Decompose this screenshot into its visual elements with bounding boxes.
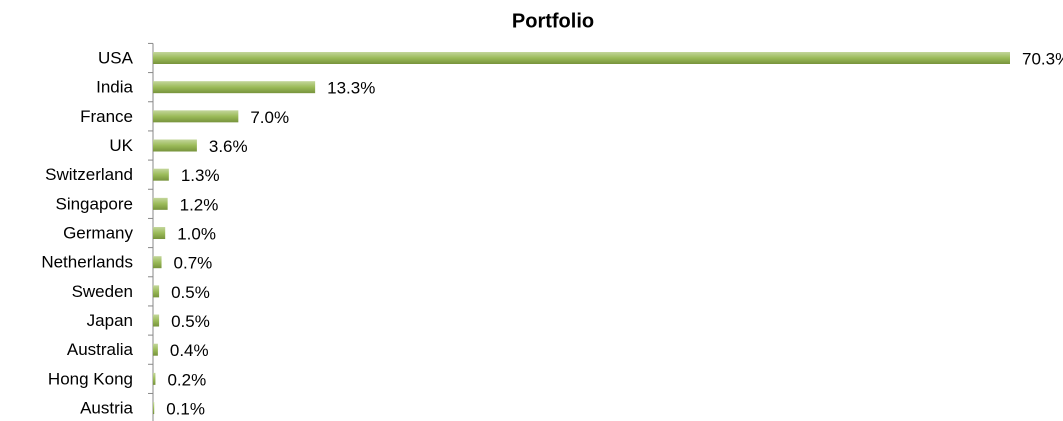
- y-tick-label: Switzerland: [45, 165, 133, 184]
- bar: [153, 343, 158, 356]
- bar: [153, 285, 160, 298]
- bar: [153, 227, 166, 240]
- bar: [153, 110, 239, 123]
- y-tick-label: Sweden: [72, 282, 133, 301]
- bar: [153, 52, 1010, 64]
- bar: [153, 168, 169, 181]
- bar: [153, 402, 155, 415]
- data-label: 3.6%: [209, 137, 248, 156]
- data-label: 70.3%: [1022, 49, 1063, 68]
- y-tick-label: Hong Kong: [48, 369, 133, 388]
- y-tick-label: Austria: [80, 399, 133, 418]
- data-label: 0.5%: [171, 283, 210, 302]
- bar: [153, 81, 316, 94]
- data-label: 1.0%: [177, 225, 216, 244]
- y-tick-label: Singapore: [55, 194, 133, 213]
- bar: [153, 314, 160, 327]
- bar: [153, 372, 156, 385]
- y-tick-label: India: [96, 78, 133, 97]
- y-tick-label: Netherlands: [41, 253, 133, 272]
- y-tick-label: Japan: [87, 311, 133, 330]
- data-label: 0.7%: [174, 254, 213, 273]
- bar: [153, 139, 197, 152]
- data-label: 0.5%: [171, 312, 210, 331]
- y-tick-label: USA: [98, 48, 134, 67]
- y-tick-label: Australia: [67, 340, 134, 359]
- data-label: 7.0%: [250, 108, 289, 127]
- bar: [153, 197, 168, 210]
- data-label: 0.1%: [166, 400, 205, 419]
- data-label: 1.3%: [181, 166, 220, 185]
- bar: [153, 256, 162, 269]
- y-tick-label: UK: [109, 136, 133, 155]
- data-label: 13.3%: [327, 79, 375, 98]
- data-label: 0.2%: [167, 370, 206, 389]
- chart-title: Portfolio: [512, 10, 594, 32]
- data-label: 0.4%: [170, 341, 209, 360]
- data-label: 1.2%: [180, 195, 219, 214]
- y-tick-label: France: [80, 107, 133, 126]
- y-tick-label: Germany: [63, 224, 133, 243]
